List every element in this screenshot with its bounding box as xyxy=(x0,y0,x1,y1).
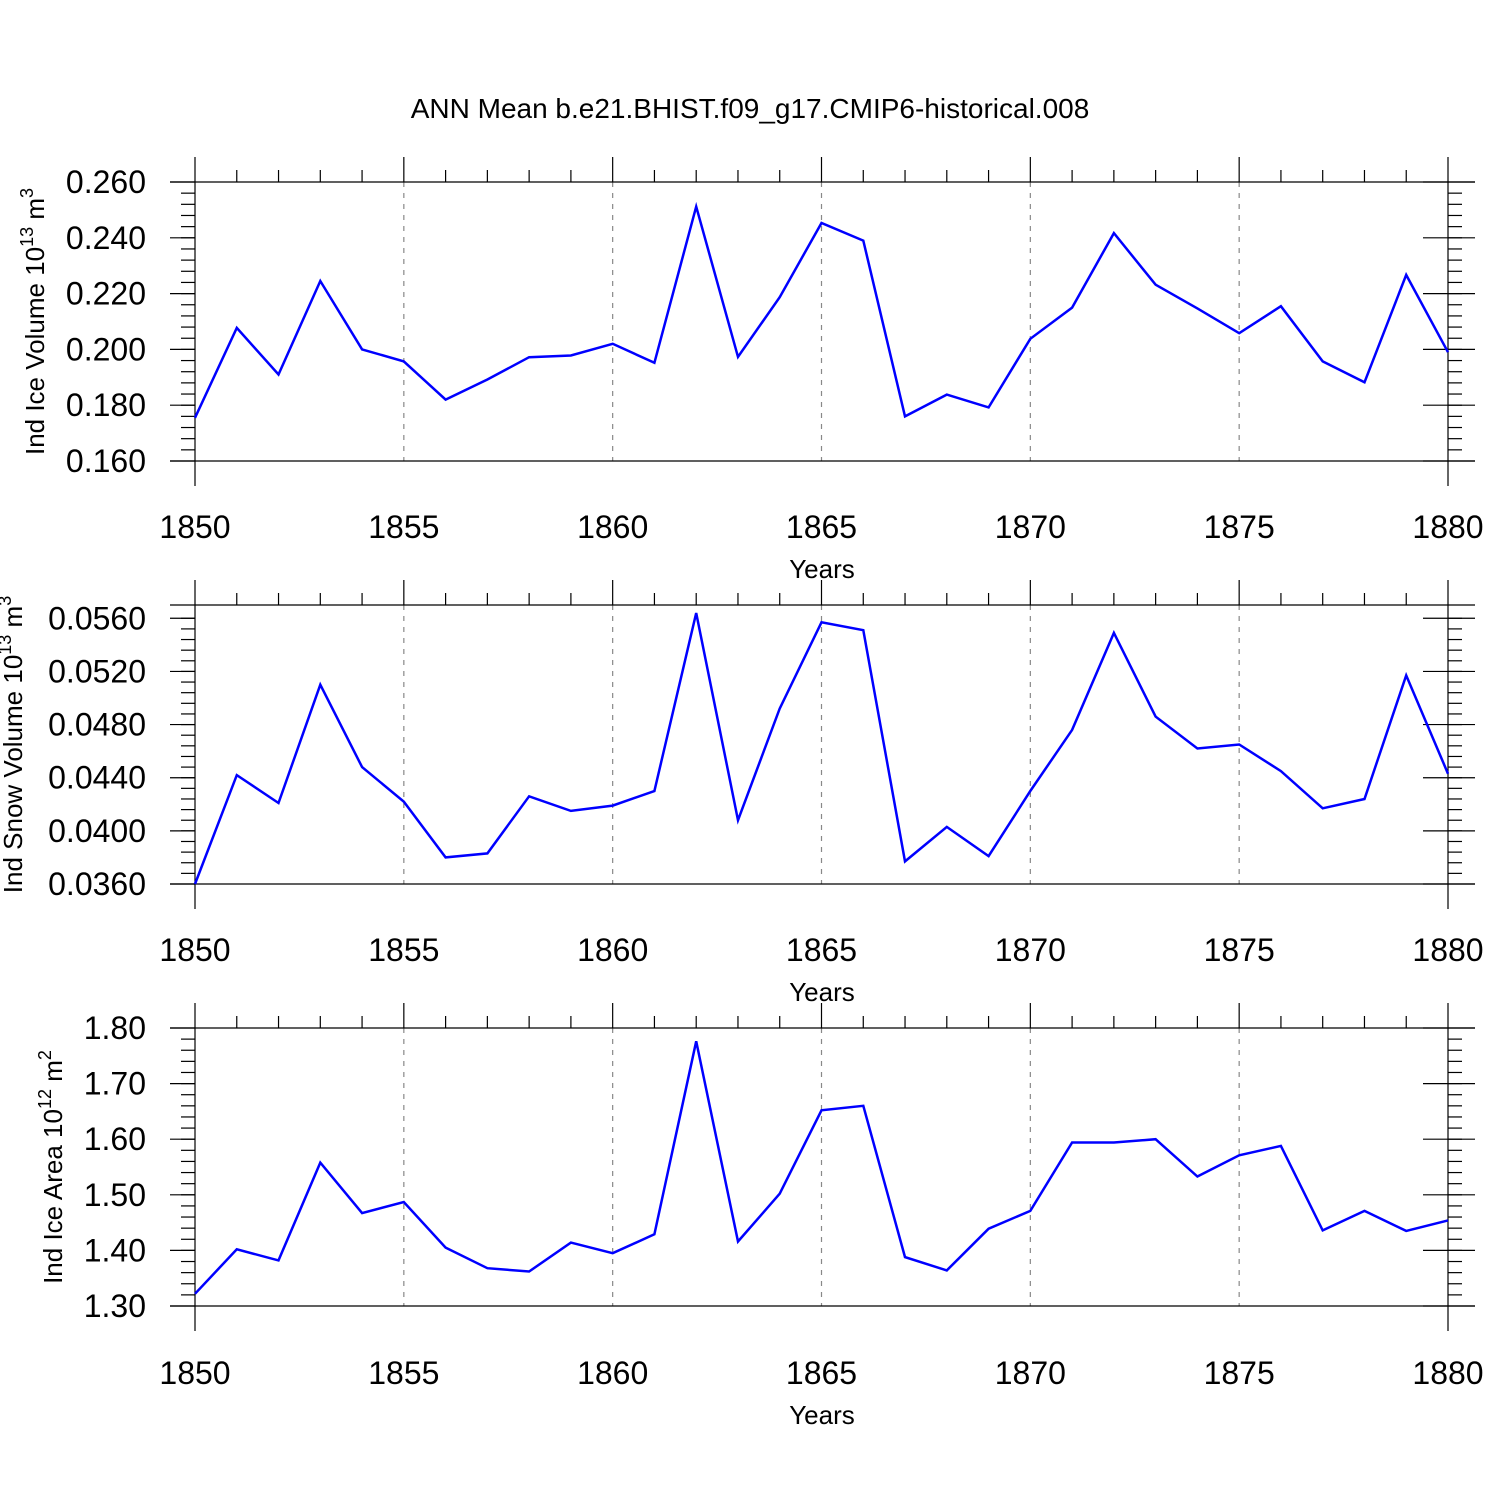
ice-area-ylabel-unit: m xyxy=(38,1060,68,1089)
ice-area-xtick-label: 1875 xyxy=(1204,1355,1275,1391)
ice-volume-series-line xyxy=(193,201,1450,419)
snow-volume-xtick-label: 1875 xyxy=(1204,932,1275,968)
ice-volume-xtick-label: 1865 xyxy=(786,509,857,545)
ice-volume-xtick-label: 1850 xyxy=(159,509,230,545)
snow-volume-ylabel: Ind Snow Volume 1013 m3 xyxy=(0,596,28,893)
ice-volume-ylabel-main: Ind Ice Volume 10 xyxy=(20,247,50,455)
ice-area-ylabel: Ind Ice Area 1012 m2 xyxy=(35,1050,68,1284)
panel-snow-volume: 0.0360 0.0400 0.0440 0.0480 0.0520 0.0560 1850… xyxy=(0,580,1484,1007)
ice-volume-xtick-label: 1880 xyxy=(1412,509,1483,545)
snow-volume-ytick-label: 0.0520 xyxy=(48,653,146,689)
ice-area-ytick-label: 1.40 xyxy=(84,1232,146,1268)
ice-area-xtick-label: 1855 xyxy=(368,1355,439,1391)
ice-area-xlabel: Years xyxy=(789,1400,855,1430)
ice-area-ytick-label: 1.30 xyxy=(84,1288,146,1324)
ice-area-ylabel-main: Ind Ice Area 10 xyxy=(38,1109,68,1284)
ice-volume-ylabel-exp1: 13 xyxy=(17,227,37,247)
snow-volume-xtick-label: 1860 xyxy=(577,932,648,968)
ice-volume-ylabel-unit: m xyxy=(20,198,50,227)
ice-area-xtick-label: 1860 xyxy=(577,1355,648,1391)
ice-area-series-line xyxy=(194,1041,1449,1295)
ice-volume-xtick-label: 1855 xyxy=(368,509,439,545)
ice-area-ytick-label: 1.50 xyxy=(84,1177,146,1213)
snow-volume-xtick-label: 1870 xyxy=(995,932,1066,968)
ice-volume-ytick-label: 0.200 xyxy=(66,331,146,367)
ice-area-ytick-label: 1.70 xyxy=(84,1066,146,1102)
ice-volume-xtick-label: 1860 xyxy=(577,509,648,545)
snow-volume-series-line xyxy=(193,612,1450,885)
ice-area-xtick-label: 1850 xyxy=(159,1355,230,1391)
snow-volume-xtick-label: 1865 xyxy=(786,932,857,968)
ice-volume-ytick-label: 0.220 xyxy=(66,276,146,312)
ice-volume-xtick-label: 1875 xyxy=(1204,509,1275,545)
snow-volume-xtick-label: 1850 xyxy=(159,932,230,968)
snow-volume-xtick-label: 1855 xyxy=(368,932,439,968)
snow-volume-ytick-label: 0.0400 xyxy=(48,813,146,849)
snow-volume-ylabel-unit: m xyxy=(0,606,28,635)
panel-ice-volume: 0.160 0.180 0.200 0.220 0.240 0.260 1850 1855 18… xyxy=(17,157,1484,584)
ice-area-xtick-label: 1870 xyxy=(995,1355,1066,1391)
ice-volume-xtick-label: 1870 xyxy=(995,509,1066,545)
snow-volume-xtick-label: 1880 xyxy=(1412,932,1483,968)
ice-volume-ylabel-exp2: 3 xyxy=(17,188,37,198)
ice-area-xtick-label: 1865 xyxy=(786,1355,857,1391)
ice-area-ytick-label: 1.80 xyxy=(84,1010,146,1046)
snow-volume-ytick-label: 0.0560 xyxy=(48,600,146,636)
snow-volume-ytick-label: 0.0360 xyxy=(48,866,146,902)
snow-volume-xlabel: Years xyxy=(789,977,855,1007)
panel-ice-area: 1.30 1.40 1.50 1.60 1.70 1.80 1850 1855 1860 1865… xyxy=(35,1003,1484,1430)
figure-title: ANN Mean b.e21.BHIST.f09_g17.CMIP6-histo… xyxy=(411,93,1090,124)
ice-area-ytick-label: 1.60 xyxy=(84,1121,146,1157)
snow-volume-ylabel-exp2: 3 xyxy=(0,596,15,606)
snow-volume-ylabel-main: Ind Snow Volume 10 xyxy=(0,655,28,894)
ice-volume-ytick-label: 0.260 xyxy=(66,164,146,200)
ice-volume-ylabel: Ind Ice Volume 1013 m3 xyxy=(17,188,50,455)
ice-volume-ytick-label: 0.240 xyxy=(66,220,146,256)
snow-volume-ylabel-exp1: 13 xyxy=(0,635,15,655)
ice-volume-xlabel: Years xyxy=(789,554,855,584)
ice-area-xtick-label: 1880 xyxy=(1412,1355,1483,1391)
ice-volume-ytick-label: 0.180 xyxy=(66,387,146,423)
ice-area-ylabel-exp1: 12 xyxy=(35,1089,55,1109)
ice-volume-ytick-label: 0.160 xyxy=(66,443,146,479)
snow-volume-ytick-label: 0.0440 xyxy=(48,760,146,796)
snow-volume-ytick-label: 0.0480 xyxy=(48,707,146,743)
ice-area-ylabel-exp2: 2 xyxy=(35,1050,55,1060)
